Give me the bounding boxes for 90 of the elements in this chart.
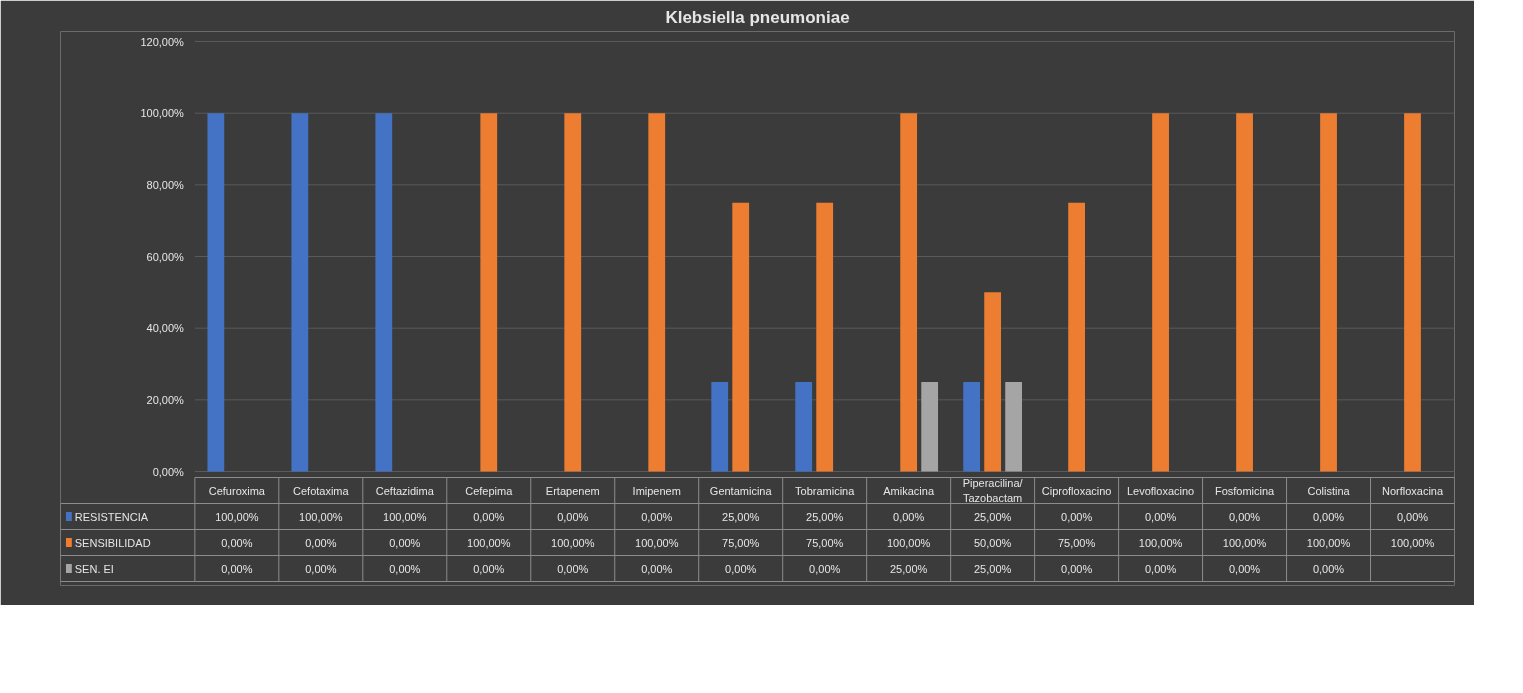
data-label: 0,00%	[221, 562, 253, 575]
x-tick-label: Cefepima	[465, 484, 514, 497]
x-tick-label: Gentamicina	[709, 484, 773, 497]
bar	[1152, 113, 1169, 472]
data-label: 100,00%	[383, 510, 427, 523]
data-label: 0,00%	[1312, 510, 1345, 523]
x-tick-label: Colistina	[1307, 484, 1351, 497]
x-tick-label: Norfloxacina	[1381, 484, 1444, 497]
y-tick-label: 100,00%	[140, 107, 185, 120]
x-tick-label: Cefotaxima	[293, 484, 350, 497]
bar	[984, 292, 1002, 472]
bar	[732, 202, 750, 472]
y-tick-label: 60,00%	[146, 250, 185, 263]
data-label: 100,00%	[1138, 536, 1183, 549]
data-label: 0,00%	[1312, 562, 1345, 575]
x-tick-label: Ciprofloxacino	[1041, 484, 1112, 497]
data-label: 0,00%	[557, 562, 589, 575]
x-tick-label: Imipenem	[632, 484, 681, 497]
bar	[711, 381, 729, 472]
bar	[291, 113, 309, 472]
data-label: 100,00%	[299, 510, 343, 523]
data-label: 0,00%	[389, 562, 421, 575]
data-label: 0,00%	[809, 562, 841, 575]
bar	[921, 381, 939, 472]
x-tick-label: Fosfomicina	[1214, 484, 1276, 497]
bar	[963, 381, 981, 472]
data-label: 0,00%	[1061, 562, 1093, 575]
data-label: 0,00%	[557, 510, 589, 523]
bar	[648, 113, 666, 472]
chart-title: Klebsiella pneumoniae	[665, 7, 850, 27]
bar	[375, 113, 393, 472]
y-tick-label: 80,00%	[146, 178, 185, 191]
data-label: 0,00%	[1396, 510, 1429, 523]
data-label: 75,00%	[1057, 536, 1096, 549]
data-label: 0,00%	[1144, 510, 1177, 523]
data-label: 0,00%	[1144, 562, 1177, 575]
data-label: 0,00%	[305, 536, 337, 549]
data-label: 0,00%	[1061, 510, 1093, 523]
data-label: 100,00%	[551, 536, 595, 549]
y-tick-label: 40,00%	[146, 322, 185, 335]
data-label: 50,00%	[973, 536, 1012, 549]
data-label: 0,00%	[1228, 562, 1261, 575]
legend-label: RESISTENCIA	[74, 510, 149, 523]
x-tick-label: Piperacilina/ Tazobactam	[962, 477, 1024, 504]
x-tick-label: Levofloxacino	[1126, 484, 1195, 497]
bar	[1404, 113, 1421, 472]
data-label: 25,00%	[890, 562, 928, 575]
data-label: 0,00%	[641, 510, 673, 523]
bar	[1068, 202, 1086, 472]
data-label: 100,00%	[886, 536, 931, 549]
x-tick-label: Amikacina	[883, 484, 935, 497]
data-label: 75,00%	[722, 536, 760, 549]
bar	[564, 113, 582, 472]
y-tick-label: 20,00%	[146, 393, 185, 406]
data-label: 100,00%	[1390, 536, 1435, 549]
data-label: 100,00%	[1222, 536, 1267, 549]
data-label: 25,00%	[722, 510, 760, 523]
y-tick-label: 120,00%	[140, 35, 185, 48]
bar	[1320, 113, 1337, 472]
x-tick-label: Ertapenem	[545, 484, 600, 497]
data-label: 25,00%	[806, 510, 844, 523]
bar	[1005, 381, 1023, 472]
data-label: 0,00%	[473, 562, 505, 575]
data-label: 100,00%	[467, 536, 511, 549]
x-tick-label: Cefuroxima	[208, 484, 266, 497]
y-tick-label: 0,00%	[152, 465, 185, 478]
legend-label: SEN. EI	[74, 562, 114, 575]
data-label: 0,00%	[473, 510, 505, 523]
data-label: 100,00%	[1306, 536, 1351, 549]
data-label: 0,00%	[893, 510, 925, 523]
x-tick-label: Ceftazidima	[375, 484, 435, 497]
legend-label: SENSIBILIDAD	[74, 536, 151, 549]
data-label: 100,00%	[215, 510, 259, 523]
bar	[207, 113, 225, 472]
data-label: 0,00%	[221, 536, 253, 549]
data-label: 100,00%	[635, 536, 679, 549]
bar	[795, 381, 813, 472]
bar	[900, 113, 918, 472]
data-label: 25,00%	[973, 510, 1012, 523]
data-label: 0,00%	[1228, 510, 1261, 523]
bar	[480, 113, 498, 472]
data-label: 0,00%	[725, 562, 757, 575]
data-label: 0,00%	[305, 562, 337, 575]
bar	[816, 202, 834, 472]
x-tick-label: Tobramicina	[795, 484, 856, 497]
data-label: 75,00%	[806, 536, 844, 549]
data-label: 25,00%	[973, 562, 1012, 575]
data-label: 0,00%	[389, 536, 421, 549]
bar	[1236, 113, 1253, 472]
data-label: 0,00%	[641, 562, 673, 575]
